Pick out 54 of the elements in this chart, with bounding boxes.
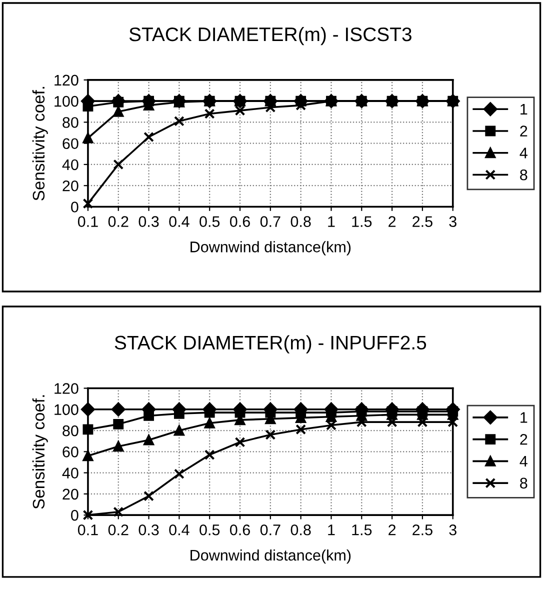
y-tick-label: 40 [62, 468, 78, 478]
legend-label: 2 [520, 434, 528, 445]
x-tick-label: 0.4 [169, 524, 190, 536]
y-tick-label: 40 [62, 159, 78, 170]
y-tick-label: 120 [54, 383, 78, 394]
legend-label: 8 [520, 169, 528, 180]
x-tick-label: 0.4 [169, 216, 190, 227]
x-tick-label: 1 [328, 216, 335, 227]
x-tick-label: 0.5 [200, 524, 220, 536]
x-tick-label: 1 [328, 524, 335, 536]
y-tick-label: 0 [71, 510, 78, 521]
x-tick-label: 3 [449, 216, 456, 227]
x-tick-label: 0.1 [78, 524, 98, 536]
x-tick-label: 2 [388, 524, 396, 536]
legend-label: 2 [520, 126, 528, 136]
legend-label: 8 [520, 478, 528, 489]
x-axis-title: Downwind distance(km) [190, 549, 351, 564]
y-axis-title: Sensitivity coef. [32, 395, 48, 509]
legend-label: 1 [520, 104, 528, 114]
legend-label: 1 [520, 412, 528, 423]
y-axis-title: Sensitivity coef. [32, 86, 48, 200]
y-tick-label: 120 [54, 74, 78, 86]
x-tick-label: 0.5 [200, 216, 220, 227]
x-tick-label: 0.6 [230, 524, 250, 536]
x-tick-label: 0.2 [108, 216, 128, 227]
y-tick-label: 60 [62, 446, 78, 458]
x-tick-label: 1.5 [352, 216, 372, 227]
y-tick-label: 20 [62, 180, 78, 192]
y-tick-label: 80 [62, 425, 78, 436]
y-tick-label: 100 [54, 96, 78, 107]
x-tick-label: 0.6 [230, 216, 250, 227]
x-tick-label: 0.8 [290, 524, 311, 536]
x-tick-label: 1.5 [352, 524, 372, 536]
x-tick-label: 2.5 [412, 524, 432, 536]
x-tick-label: 0.2 [108, 524, 128, 536]
chart-title: STACK DIAMETER(m) - ISCST3 [129, 26, 412, 46]
x-tick-label: 0.1 [78, 216, 98, 227]
y-tick-label: 20 [62, 488, 78, 500]
x-tick-label: 3 [449, 524, 456, 536]
x-tick-label: 2 [388, 216, 396, 227]
chart-title: STACK DIAMETER(m) - INPUFF2.5 [114, 335, 426, 354]
x-axis-title: Downwind distance(km) [190, 241, 351, 256]
y-tick-label: 60 [62, 138, 78, 150]
x-tick-label: 0.3 [138, 216, 159, 227]
x-tick-label: 0.7 [260, 216, 280, 227]
x-tick-label: 0.3 [138, 524, 159, 536]
y-tick-label: 80 [62, 117, 78, 128]
legend-label: 4 [520, 148, 528, 158]
y-tick-label: 0 [71, 202, 78, 212]
x-tick-label: 0.8 [290, 216, 311, 227]
x-tick-label: 0.7 [260, 524, 280, 536]
x-tick-label: 2.5 [412, 216, 432, 227]
y-tick-label: 100 [54, 404, 78, 416]
legend-label: 4 [520, 456, 528, 467]
